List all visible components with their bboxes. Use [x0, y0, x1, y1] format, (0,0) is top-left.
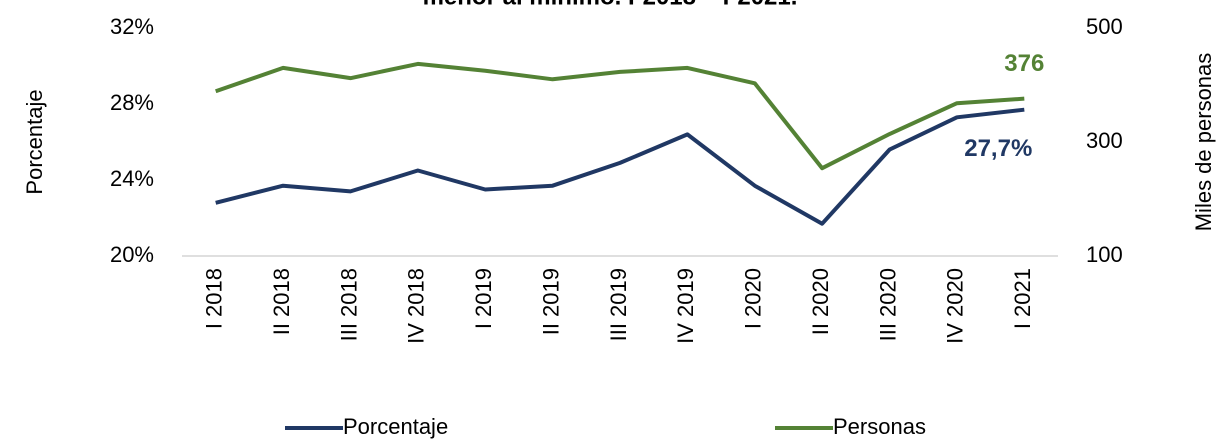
x-tick-label: II 2018 — [269, 268, 294, 335]
y2-tick-label: 300 — [1086, 128, 1123, 153]
x-tick-label: IV 2020 — [943, 268, 968, 344]
y-tick-label: 32% — [110, 14, 154, 39]
y-tick-label: 20% — [110, 242, 154, 267]
x-tick-label: III 2020 — [875, 268, 900, 341]
x-tick-label: II 2019 — [538, 268, 563, 335]
x-tick-label: I 2021 — [1010, 268, 1035, 329]
y-axis-label: Porcentaje — [22, 89, 47, 194]
y2-tick-label: 500 — [1086, 14, 1123, 39]
series-line — [215, 61, 1025, 171]
y2-tick-label: 100 — [1086, 242, 1123, 267]
legend-label: Personas — [833, 414, 926, 439]
x-tick-label: II 2020 — [808, 268, 833, 335]
y-tick-label: 28% — [110, 90, 154, 115]
x-tick-label: I 2020 — [741, 268, 766, 329]
y-tick-label: 24% — [110, 166, 154, 191]
x-tick-label: IV 2019 — [673, 268, 698, 344]
x-tick-label: III 2019 — [606, 268, 631, 341]
series-line — [215, 107, 1025, 226]
x-tick-label: III 2018 — [336, 268, 361, 341]
chart-title: menor al mínimo. I-2018 – I-2021. — [423, 0, 798, 10]
legend-label: Porcentaje — [343, 414, 448, 439]
x-tick-label: I 2018 — [202, 268, 227, 329]
y2-axis-label: Miles de personas — [1191, 53, 1216, 232]
data-label: 376 — [1004, 50, 1044, 77]
x-tick-label: I 2019 — [471, 268, 496, 329]
x-tick-label: IV 2018 — [404, 268, 429, 344]
data-label: 27,7% — [964, 135, 1032, 162]
